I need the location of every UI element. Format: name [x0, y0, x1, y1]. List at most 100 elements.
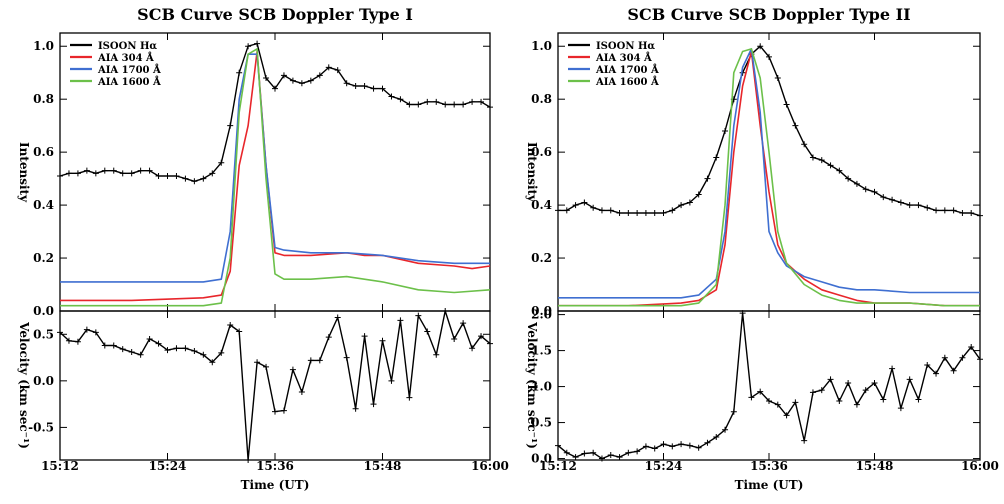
- data-point: [634, 210, 641, 217]
- legend-label: AIA 1600 Å: [97, 76, 161, 88]
- data-point: [209, 170, 216, 177]
- data-point: [651, 445, 658, 452]
- data-point: [128, 348, 135, 355]
- data-point: [469, 345, 476, 352]
- data-point: [845, 379, 852, 386]
- data-point: [316, 72, 323, 79]
- data-point: [809, 389, 816, 396]
- data-point: [836, 397, 843, 404]
- data-point: [343, 354, 350, 361]
- data-point: [191, 348, 198, 355]
- data-point: [164, 172, 171, 179]
- series-line: [60, 53, 490, 283]
- data-point: [977, 356, 983, 363]
- data-point: [397, 96, 404, 103]
- y-tick-label: 0.2: [33, 251, 54, 265]
- series-line: [557, 312, 981, 460]
- y-tick-label: 0.6: [33, 145, 54, 159]
- data-point: [146, 335, 153, 342]
- series-line: [558, 48, 980, 307]
- y-tick-label: 2.0: [531, 308, 552, 322]
- data-point: [933, 207, 940, 214]
- data-point: [92, 329, 99, 336]
- data-point: [83, 326, 90, 333]
- data-point: [263, 75, 270, 82]
- data-point: [200, 351, 207, 358]
- data-point: [236, 69, 243, 76]
- data-point: [678, 441, 685, 448]
- chart-1: SCB Curve SCB Doppler Type I 0.0 0.2 0.4 0.6…: [17, 5, 509, 492]
- data-point: [766, 53, 772, 60]
- data-point: [581, 450, 588, 457]
- data-point: [182, 175, 189, 182]
- data-point: [415, 312, 422, 319]
- data-point: [915, 202, 922, 209]
- y-tick-label: 1.0: [531, 380, 552, 394]
- data-point: [730, 408, 737, 415]
- x-tick-label: 16:00: [471, 459, 509, 473]
- y-axis-label: Velocity (km sec⁻¹): [17, 321, 31, 449]
- data-point: [563, 207, 570, 214]
- data-point: [119, 170, 126, 177]
- legend-label: AIA 1700 Å: [595, 64, 659, 76]
- y-tick-label: 0.4: [33, 198, 54, 212]
- data-point: [209, 359, 216, 366]
- data-point: [678, 202, 685, 209]
- data-point: [415, 101, 422, 108]
- x-tick-label: 15:12: [41, 459, 79, 473]
- data-point: [722, 426, 729, 433]
- data-point: [361, 82, 368, 89]
- data-point: [924, 204, 931, 211]
- data-point: [236, 328, 243, 335]
- y-tick-label: 1.0: [531, 39, 552, 53]
- data-point: [65, 337, 72, 344]
- data-point: [397, 317, 404, 324]
- data-point: [634, 448, 641, 455]
- data-point: [433, 98, 440, 105]
- data-point: [625, 449, 632, 456]
- data-point: [660, 210, 667, 217]
- legend-label: AIA 1600 Å: [595, 76, 659, 88]
- data-point: [915, 396, 922, 403]
- y-tick-label: 0.0: [33, 304, 54, 318]
- y-tick-label: 1.5: [531, 344, 552, 358]
- data-point: [827, 162, 834, 169]
- data-point: [801, 437, 808, 444]
- data-point: [686, 199, 693, 206]
- data-point: [101, 167, 108, 174]
- data-point: [334, 314, 341, 321]
- x-axis-label: Time (UT): [241, 478, 310, 492]
- data-point: [352, 82, 359, 89]
- data-point: [616, 210, 623, 217]
- data-point: [164, 347, 171, 354]
- y-tick-label: 0.5: [531, 416, 552, 430]
- data-point: [783, 412, 790, 419]
- data-point: [572, 202, 579, 209]
- data-point: [713, 433, 720, 440]
- x-tick-label: 15:36: [256, 459, 294, 473]
- data-point: [119, 346, 126, 353]
- data-point: [280, 407, 287, 414]
- data-point: [388, 93, 395, 100]
- data-point: [801, 141, 808, 148]
- data-point: [660, 441, 667, 448]
- data-point: [155, 340, 162, 347]
- data-point: [563, 449, 570, 456]
- series-line: [60, 50, 491, 302]
- data-point: [616, 454, 623, 461]
- data-point: [766, 397, 772, 404]
- data-point: [686, 442, 693, 449]
- legend-label: AIA 304 Å: [97, 52, 154, 64]
- data-point: [598, 207, 605, 214]
- data-point: [478, 333, 485, 340]
- data-point: [191, 178, 198, 185]
- data-point: [272, 408, 278, 415]
- data-point: [933, 370, 940, 377]
- data-point: [590, 204, 597, 211]
- data-point: [845, 175, 852, 182]
- data-point: [695, 191, 702, 198]
- data-point: [406, 101, 413, 108]
